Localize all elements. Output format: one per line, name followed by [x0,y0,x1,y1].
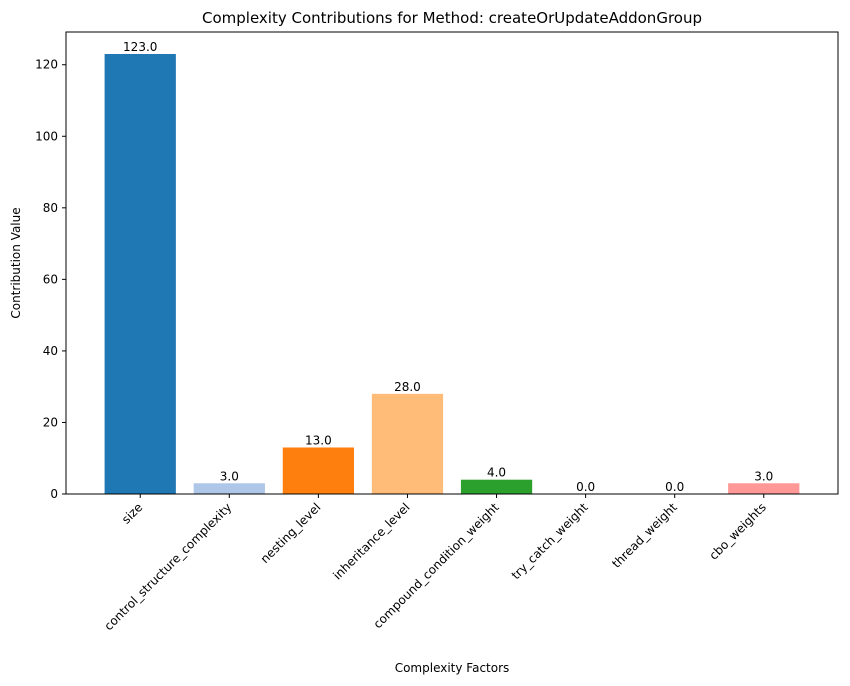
data-label-inheritance_level: 28.0 [394,380,421,394]
y-axis-label: Contribution Value [9,207,23,318]
y-tick-label-120: 120 [35,58,58,72]
y-tick-label-0: 0 [50,487,58,501]
y-tick-label-40: 40 [43,344,58,358]
data-label-nesting_level: 13.0 [305,433,332,447]
y-tick-label-100: 100 [35,129,58,143]
x-tick-label-inheritance_level: inheritance_level [330,500,412,582]
data-label-try_catch_weight: 0.0 [576,480,595,494]
bar-size [104,54,176,494]
x-tick-label-nesting_level: nesting_level [258,500,324,566]
y-tick-label-80: 80 [43,201,58,215]
y-tick-label-60: 60 [43,272,58,286]
bar-nesting_level [282,447,355,494]
bars [104,54,800,494]
y-axis: 0 20 40 60 80 100 120 [35,58,66,501]
data-label-cbo_weights: 3.0 [754,469,773,483]
bar-compound_condition_weight [460,479,533,494]
plot-area-frame [65,31,839,495]
x-tick-label-cbo_weights: cbo_weights [706,500,768,562]
x-tick-label-size: size [119,500,145,526]
data-labels: 123.0 3.0 13.0 28.0 4.0 0.0 0.0 3.0 [123,40,773,494]
data-label-thread_weight: 0.0 [665,480,684,494]
chart-title: Complexity Contributions for Method: cre… [202,9,702,27]
x-tick-label-try_catch_weight: try_catch_weight [509,500,591,582]
data-label-control_structure_complexity: 3.0 [220,469,239,483]
y-tick-label-20: 20 [43,415,58,429]
bar-inheritance_level [371,393,444,494]
x-axis-label: Complexity Factors [395,661,510,675]
x-tick-label-thread_weight: thread_weight [609,500,680,571]
data-label-compound_condition_weight: 4.0 [487,466,506,480]
bar-cbo_weights [728,483,800,494]
bar-control_structure_complexity [193,483,265,494]
data-label-size: 123.0 [123,40,157,54]
